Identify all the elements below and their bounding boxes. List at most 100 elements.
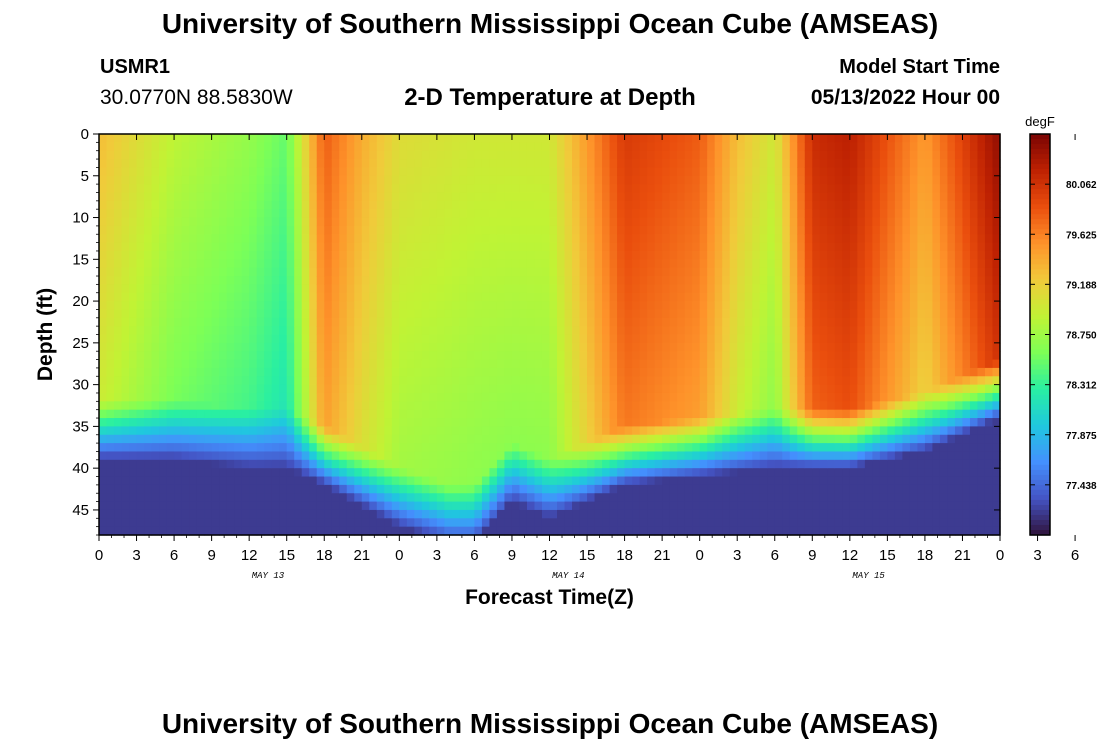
heatmap-cell — [752, 351, 761, 361]
heatmap-cell — [294, 209, 303, 219]
heatmap-cell — [211, 167, 220, 177]
heatmap-cell — [114, 267, 123, 277]
heatmap-cell — [226, 326, 235, 336]
heatmap-cell — [827, 367, 836, 377]
heatmap-cell — [639, 468, 648, 478]
heatmap-cell — [812, 242, 821, 252]
heatmap-cell — [144, 518, 153, 528]
heatmap-cell — [677, 526, 686, 536]
heatmap-cell — [369, 317, 378, 327]
heatmap-cell — [797, 384, 806, 394]
heatmap-cell — [541, 134, 551, 143]
heatmap-cell — [819, 234, 828, 244]
heatmap-cell — [226, 217, 235, 227]
heatmap-cell — [729, 384, 738, 394]
heatmap-cell — [114, 426, 123, 436]
heatmap-cell — [549, 493, 558, 503]
heatmap-cell — [759, 209, 768, 219]
heatmap-cell — [624, 234, 633, 244]
heatmap-cell — [114, 309, 123, 319]
heatmap-cell — [354, 184, 363, 194]
heatmap-cell — [286, 276, 295, 285]
heatmap-cell — [391, 434, 400, 444]
heatmap-cell — [639, 384, 648, 394]
heatmap-cell — [834, 392, 843, 402]
heatmap-cell — [324, 225, 333, 235]
heatmap-cell — [744, 418, 753, 427]
heatmap-cell — [624, 359, 633, 369]
heatmap-cell — [557, 392, 566, 402]
heatmap-cell — [526, 284, 536, 294]
heatmap-cell — [587, 342, 596, 352]
heatmap-cell — [849, 225, 858, 235]
heatmap-cell — [384, 359, 393, 369]
heatmap-cell — [489, 209, 498, 219]
heatmap-cell — [872, 392, 881, 402]
heatmap-cell — [489, 342, 498, 352]
heatmap-cell — [144, 484, 153, 494]
heatmap-cell — [654, 150, 663, 160]
heatmap-cell — [481, 451, 491, 461]
heatmap-cell — [151, 175, 160, 185]
heatmap-cell — [361, 217, 370, 227]
heatmap-cell — [444, 301, 453, 311]
heatmap-cell — [684, 409, 693, 419]
heatmap-cell — [496, 267, 506, 277]
heatmap-cell — [144, 134, 153, 143]
heatmap-cell — [654, 493, 663, 503]
heatmap-cell — [399, 292, 408, 302]
heatmap-cell — [181, 351, 190, 361]
heatmap-cell — [714, 367, 723, 377]
heatmap-cell — [136, 317, 145, 327]
heatmap-cell — [842, 426, 851, 436]
heatmap-cell — [872, 250, 881, 260]
heatmap-cell — [436, 443, 445, 453]
heatmap-cell — [782, 384, 791, 394]
heatmap-cell — [526, 175, 536, 185]
heatmap-cell — [294, 418, 303, 427]
heatmap-cell — [354, 409, 363, 419]
heatmap-cell — [782, 526, 791, 536]
heatmap-cell — [384, 292, 393, 302]
heatmap-cell — [737, 276, 746, 285]
heatmap-cell — [834, 301, 843, 311]
heatmap-cell — [264, 526, 273, 536]
heatmap-cell — [579, 150, 588, 160]
heatmap-cell — [391, 359, 400, 369]
heatmap-cell — [481, 367, 491, 377]
heatmap-cell — [684, 359, 693, 369]
heatmap-cell — [264, 134, 273, 143]
heatmap-cell — [504, 484, 513, 494]
heatmap-cell — [121, 200, 130, 210]
heatmap-cell — [519, 301, 528, 311]
heatmap-cell — [159, 401, 168, 411]
heatmap-cell — [707, 376, 716, 386]
heatmap-cell — [654, 443, 663, 453]
heatmap-cell — [722, 284, 731, 294]
heatmap-cell — [707, 167, 716, 177]
heatmap-cell — [414, 242, 423, 252]
heatmap-cell — [429, 259, 438, 269]
heatmap-cell — [474, 426, 483, 436]
heatmap-cell — [489, 434, 498, 444]
heatmap-cell — [129, 376, 138, 386]
heatmap-cell — [819, 317, 828, 327]
heatmap-cell — [466, 359, 476, 369]
heatmap-cell — [857, 351, 866, 361]
heatmap-cell — [572, 484, 581, 494]
heatmap-cell — [451, 209, 460, 219]
heatmap-cell — [782, 518, 791, 528]
heatmap-cell — [474, 200, 483, 210]
heatmap-cell — [181, 376, 190, 386]
heatmap-cell — [737, 326, 746, 336]
heatmap-cell — [466, 209, 476, 219]
heatmap-cell — [361, 451, 370, 461]
heatmap-cell — [316, 292, 325, 302]
heatmap-cell — [752, 159, 761, 169]
heatmap-cell — [699, 426, 708, 436]
heatmap-cell — [759, 292, 768, 302]
heatmap-cell — [767, 192, 776, 202]
heatmap-cell — [474, 443, 483, 453]
heatmap-cell — [241, 518, 250, 528]
heatmap-cell — [737, 142, 746, 152]
